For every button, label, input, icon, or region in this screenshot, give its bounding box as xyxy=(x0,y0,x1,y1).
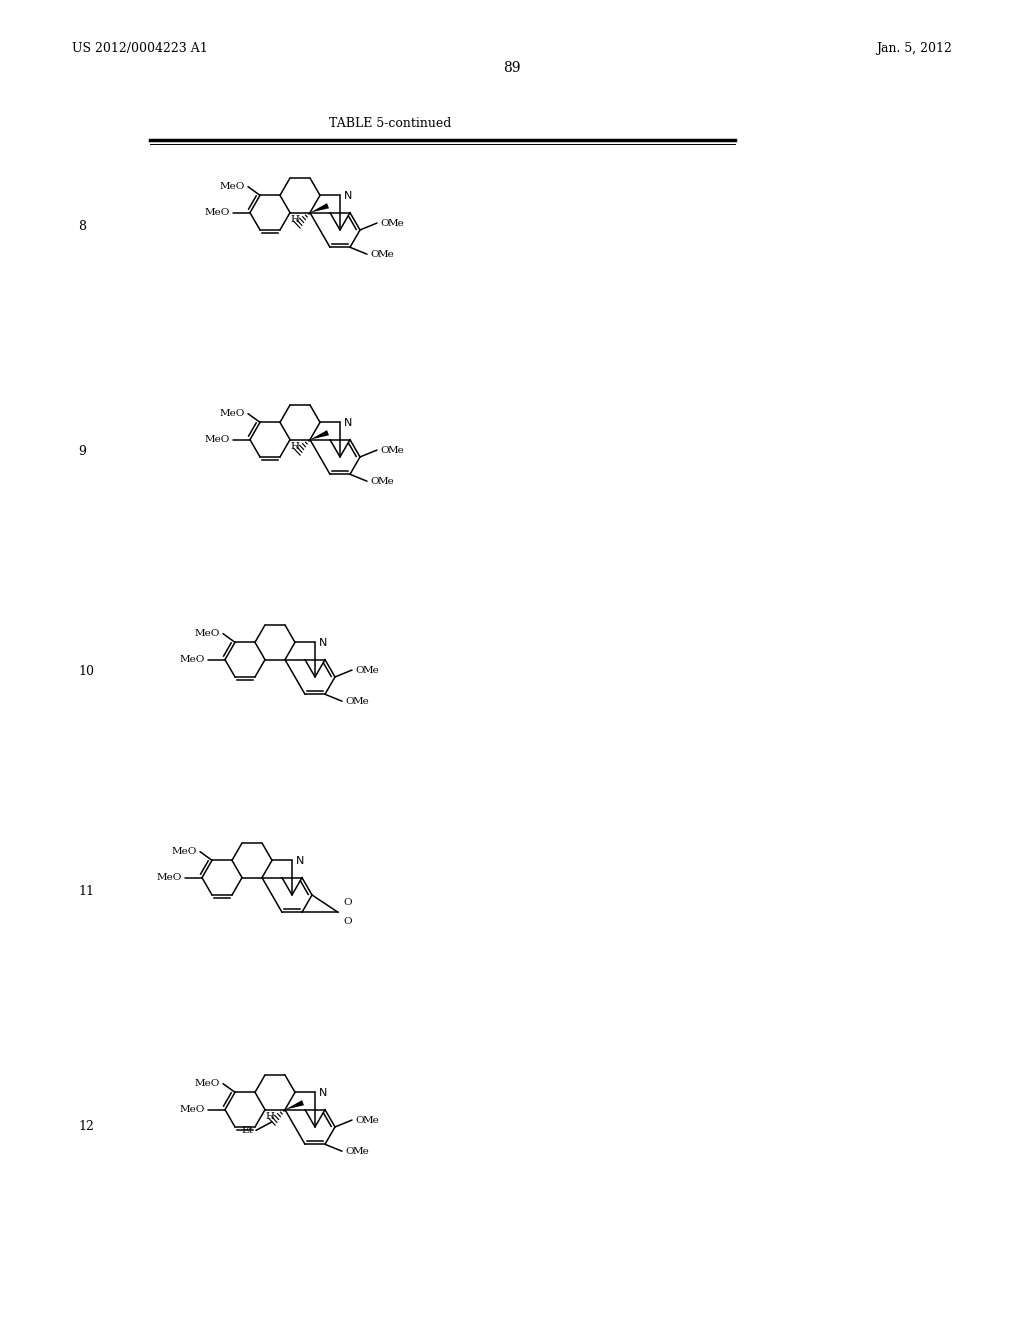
Text: 8: 8 xyxy=(78,220,86,234)
Text: O: O xyxy=(343,898,351,907)
Text: MeO: MeO xyxy=(195,630,220,638)
Text: Me: Me xyxy=(362,1115,380,1125)
Text: TABLE 5-continued: TABLE 5-continued xyxy=(329,117,452,129)
Text: MeO: MeO xyxy=(179,1105,205,1114)
Text: Jan. 5, 2012: Jan. 5, 2012 xyxy=(877,42,952,55)
Text: Me: Me xyxy=(388,219,404,227)
Text: O: O xyxy=(343,917,351,927)
Text: N: N xyxy=(344,191,352,202)
Text: O: O xyxy=(370,477,379,486)
Text: MeO: MeO xyxy=(179,655,205,664)
Text: 10: 10 xyxy=(78,665,94,678)
Text: O: O xyxy=(380,219,389,227)
Polygon shape xyxy=(310,430,329,440)
Text: 11: 11 xyxy=(78,884,94,898)
Text: Me: Me xyxy=(362,665,380,675)
Text: H: H xyxy=(290,442,299,450)
Text: Me: Me xyxy=(378,477,394,486)
Text: 89: 89 xyxy=(503,61,521,75)
Text: N: N xyxy=(344,418,352,428)
Text: US 2012/0004223 A1: US 2012/0004223 A1 xyxy=(72,42,208,55)
Text: 9: 9 xyxy=(78,445,86,458)
Text: MeO: MeO xyxy=(219,182,245,191)
Text: N: N xyxy=(319,1088,328,1098)
Polygon shape xyxy=(310,203,329,213)
Text: MeO: MeO xyxy=(205,436,230,444)
Text: O: O xyxy=(370,249,379,259)
Text: Me: Me xyxy=(353,697,370,706)
Text: H: H xyxy=(265,1111,274,1121)
Text: MeO: MeO xyxy=(172,847,197,857)
Text: Me: Me xyxy=(388,446,404,454)
Text: O: O xyxy=(355,665,364,675)
Text: 12: 12 xyxy=(78,1119,94,1133)
Text: Me: Me xyxy=(378,249,394,259)
Text: MeO: MeO xyxy=(195,1080,220,1088)
Text: N: N xyxy=(296,857,304,866)
Text: H: H xyxy=(290,215,299,223)
Text: O: O xyxy=(380,446,389,454)
Text: O: O xyxy=(345,1147,353,1156)
Text: MeO: MeO xyxy=(219,409,245,418)
Text: Me: Me xyxy=(353,1147,370,1156)
Text: MeO: MeO xyxy=(205,209,230,218)
Text: Et: Et xyxy=(242,1126,253,1135)
Text: N: N xyxy=(319,639,328,648)
Text: O: O xyxy=(355,1115,364,1125)
Polygon shape xyxy=(285,1100,304,1110)
Text: MeO: MeO xyxy=(157,873,182,882)
Text: O: O xyxy=(345,697,353,706)
